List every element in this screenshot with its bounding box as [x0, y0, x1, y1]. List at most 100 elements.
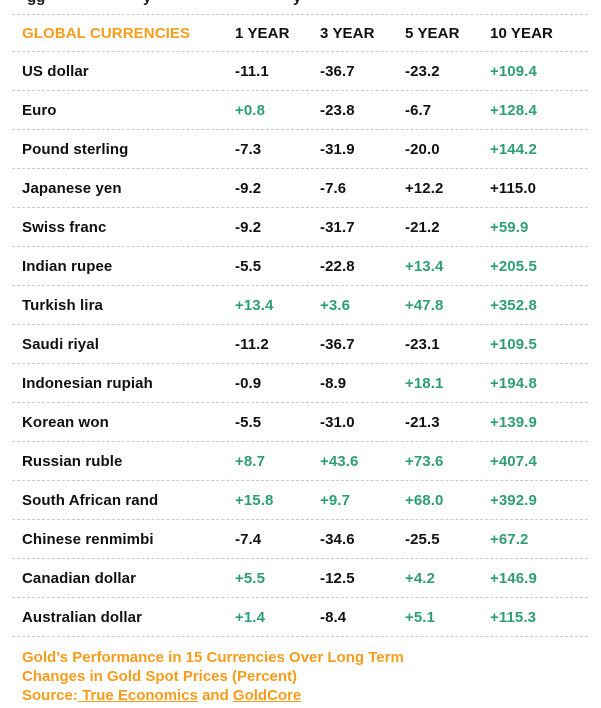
clipped-text-fragment: y	[143, 0, 151, 6]
currency-performance-table: GLOBAL CURRENCIES 1 YEAR 3 YEAR 5 YEAR 1…	[12, 14, 588, 637]
column-header-10-year: 10 YEAR	[490, 24, 553, 42]
table-row: Turkish lira +13.4 +3.6 +47.8 +352.8	[12, 285, 588, 324]
currency-label: Saudi riyal	[22, 335, 99, 353]
value-cell: -31.0	[320, 413, 355, 431]
table-corner-header: GLOBAL CURRENCIES	[22, 24, 191, 42]
currency-label: Euro	[22, 101, 57, 119]
value-cell: -7.6	[320, 179, 347, 197]
currency-label: Turkish lira	[22, 296, 103, 314]
value-cell: +115.3	[490, 608, 537, 626]
value-cell: +4.2	[405, 569, 436, 587]
table-row: Pound sterling -7.3 -31.9 -20.0 +144.2	[12, 129, 588, 168]
caption-subtitle: Changes in Gold Spot Prices (Percent)	[22, 668, 298, 685]
currency-label: Russian ruble	[22, 452, 123, 470]
value-cell: -22.8	[320, 257, 355, 275]
value-cell: +407.4	[490, 452, 537, 470]
value-cell: +68.0	[405, 491, 444, 509]
value-cell: -31.7	[320, 218, 355, 236]
currency-label: US dollar	[22, 62, 89, 80]
value-cell: -5.5	[235, 257, 262, 275]
value-cell: -7.4	[235, 530, 262, 548]
caption-title: Gold’s Performance in 15 Currencies Over…	[22, 649, 404, 666]
value-cell: +115.0	[490, 179, 537, 197]
value-cell: -11.1	[235, 62, 269, 80]
currency-label: Pound sterling	[22, 140, 129, 158]
table-row: US dollar -11.1 -36.7 -23.2 +109.4	[12, 51, 588, 90]
value-cell: +9.7	[320, 491, 351, 509]
value-cell: +352.8	[490, 296, 537, 314]
table-row: Russian ruble +8.7 +43.6 +73.6 +407.4	[12, 441, 588, 480]
value-cell: -12.5	[320, 569, 355, 587]
value-cell: +3.6	[320, 296, 351, 314]
table-row: Japanese yen -9.2 -7.6 +12.2 +115.0	[12, 168, 588, 207]
column-header-3-year: 3 YEAR	[320, 24, 375, 42]
value-cell: +5.5	[235, 569, 266, 587]
value-cell: -31.9	[320, 140, 355, 158]
currency-label: Swiss franc	[22, 218, 107, 236]
currency-label: South African rand	[22, 491, 159, 509]
value-cell: -11.2	[235, 335, 269, 353]
value-cell: +0.8	[235, 101, 266, 119]
clipped-text-fragment: gg	[27, 0, 45, 6]
value-cell: -25.5	[405, 530, 440, 548]
currency-label: Canadian dollar	[22, 569, 137, 587]
value-cell: +109.4	[490, 62, 537, 80]
column-header-1-year: 1 YEAR	[235, 24, 290, 42]
value-cell: +13.4	[235, 296, 274, 314]
value-cell: +73.6	[405, 452, 444, 470]
value-cell: +67.2	[490, 530, 529, 548]
table-row: Swiss franc -9.2 -31.7 -21.2 +59.9	[12, 207, 588, 246]
value-cell: +15.8	[235, 491, 274, 509]
source-text: Source:	[22, 687, 78, 704]
value-cell: +109.5	[490, 335, 537, 353]
table-row: Saudi riyal -11.2 -36.7 -23.1 +109.5	[12, 324, 588, 363]
currency-label: Japanese yen	[22, 179, 122, 197]
table-body: US dollar -11.1 -36.7 -23.2 +109.4 Euro …	[12, 51, 588, 636]
source-link[interactable]: True Economics	[77, 687, 198, 704]
table-row: South African rand +15.8 +9.7 +68.0 +392…	[12, 480, 588, 519]
currency-label: Australian dollar	[22, 608, 143, 626]
value-cell: -6.7	[405, 101, 432, 119]
value-cell: +194.8	[490, 374, 537, 392]
currency-label: Indonesian rupiah	[22, 374, 153, 392]
value-cell: -20.0	[405, 140, 440, 158]
table-header-row: GLOBAL CURRENCIES 1 YEAR 3 YEAR 5 YEAR 1…	[12, 14, 588, 51]
value-cell: -23.2	[405, 62, 440, 80]
value-cell: -8.9	[320, 374, 347, 392]
table-row: Indian rupee -5.5 -22.8 +13.4 +205.5	[12, 246, 588, 285]
column-header-5-year: 5 YEAR	[405, 24, 460, 42]
value-cell: -36.7	[320, 62, 355, 80]
table-row: Euro +0.8 -23.8 -6.7 +128.4	[12, 90, 588, 129]
value-cell: +12.2	[405, 179, 444, 197]
value-cell: +13.4	[405, 257, 444, 275]
value-cell: -8.4	[320, 608, 347, 626]
value-cell: +5.1	[405, 608, 436, 626]
value-cell: -9.2	[235, 218, 262, 236]
table-row: Canadian dollar +5.5 -12.5 +4.2 +146.9	[12, 558, 588, 597]
table-row: Australian dollar +1.4 -8.4 +5.1 +115.3	[12, 597, 588, 636]
value-cell: +146.9	[490, 569, 537, 587]
value-cell: +139.9	[490, 413, 537, 431]
value-cell: +43.6	[320, 452, 359, 470]
source-link[interactable]: GoldCore	[232, 687, 302, 704]
source-line: Source: True Economics and GoldCore	[22, 686, 601, 705]
value-cell: -7.3	[235, 140, 262, 158]
value-cell: +205.5	[490, 257, 537, 275]
value-cell: +18.1	[405, 374, 444, 392]
value-cell: -0.9	[235, 374, 262, 392]
value-cell: -5.5	[235, 413, 262, 431]
value-cell: -21.3	[405, 413, 440, 431]
currency-label: Chinese renmimbi	[22, 530, 154, 548]
currency-label: Indian rupee	[22, 257, 113, 275]
value-cell: -34.6	[320, 530, 355, 548]
clipped-text-fragment: y	[293, 0, 301, 6]
table-row: Korean won -5.5 -31.0 -21.3 +139.9	[12, 402, 588, 441]
currency-label: Korean won	[22, 413, 109, 431]
value-cell: -9.2	[235, 179, 262, 197]
value-cell: -23.8	[320, 101, 355, 119]
table-row: Chinese renmimbi -7.4 -34.6 -25.5 +67.2	[12, 519, 588, 558]
value-cell: +47.8	[405, 296, 444, 314]
caption-block: Gold’s Performance in 15 Currencies Over…	[0, 637, 601, 705]
value-cell: -36.7	[320, 335, 355, 353]
value-cell: -21.2	[405, 218, 440, 236]
